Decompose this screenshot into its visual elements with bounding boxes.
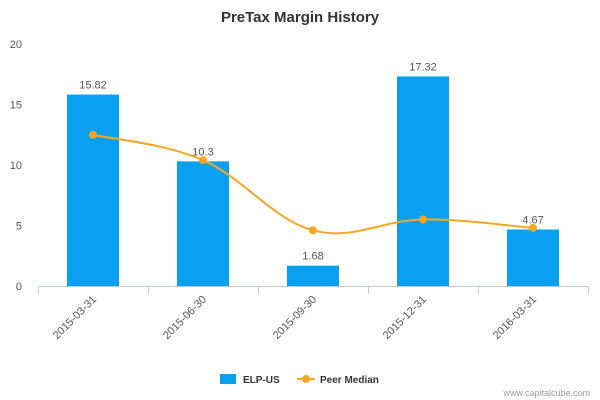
bar-series — [67, 76, 559, 286]
y-tick-label: 15 — [10, 100, 22, 112]
x-axis: 2015-03-31 2015-06-30 2015-09-30 2015-12-31… — [38, 286, 589, 342]
peer-median-point — [419, 215, 427, 224]
bar — [177, 161, 229, 286]
credit-text: www.capitalcube.com — [502, 388, 590, 398]
bar — [67, 94, 119, 286]
peer-median-point — [199, 156, 207, 165]
bar-data-label: 4.67 — [522, 214, 543, 226]
bar-data-label: 1.68 — [302, 251, 323, 263]
legend-label-peer-median: Peer Median — [320, 375, 379, 386]
y-tick-label: 10 — [10, 160, 22, 172]
x-tick-label: 2016-03-31 — [491, 294, 539, 342]
bar — [507, 229, 559, 286]
legend-swatch-elp-us — [220, 374, 236, 384]
x-tick-label: 2015-09-30 — [271, 294, 319, 342]
line-series — [89, 130, 537, 235]
y-tick-label: 0 — [16, 281, 22, 293]
legend: ELP-US Peer Median — [220, 374, 379, 386]
bar-data-label: 17.32 — [409, 61, 437, 73]
y-axis: 0 5 10 15 20 — [10, 39, 22, 293]
peer-median-line — [92, 133, 534, 235]
peer-median-point — [89, 130, 97, 139]
y-tick-label: 20 — [10, 39, 22, 51]
legend-marker-peer-median — [302, 375, 310, 383]
bar-data-labels: 15.82 10.3 1.68 17.32 4.67 — [79, 61, 543, 262]
bar — [397, 76, 449, 286]
bar-data-label: 15.82 — [79, 80, 107, 92]
x-tick-label: 2015-03-31 — [51, 294, 99, 342]
legend-label-elp-us: ELP-US — [243, 375, 280, 386]
bar — [287, 265, 339, 286]
x-tick-label: 2015-06-30 — [161, 294, 209, 342]
peer-median-point — [309, 226, 317, 235]
chart-title: PreTax Margin History — [221, 9, 380, 26]
y-tick-label: 5 — [16, 221, 22, 233]
x-tick-label: 2015-12-31 — [381, 294, 429, 342]
peer-median-point — [529, 223, 537, 232]
bar-data-label: 10.3 — [192, 146, 213, 158]
